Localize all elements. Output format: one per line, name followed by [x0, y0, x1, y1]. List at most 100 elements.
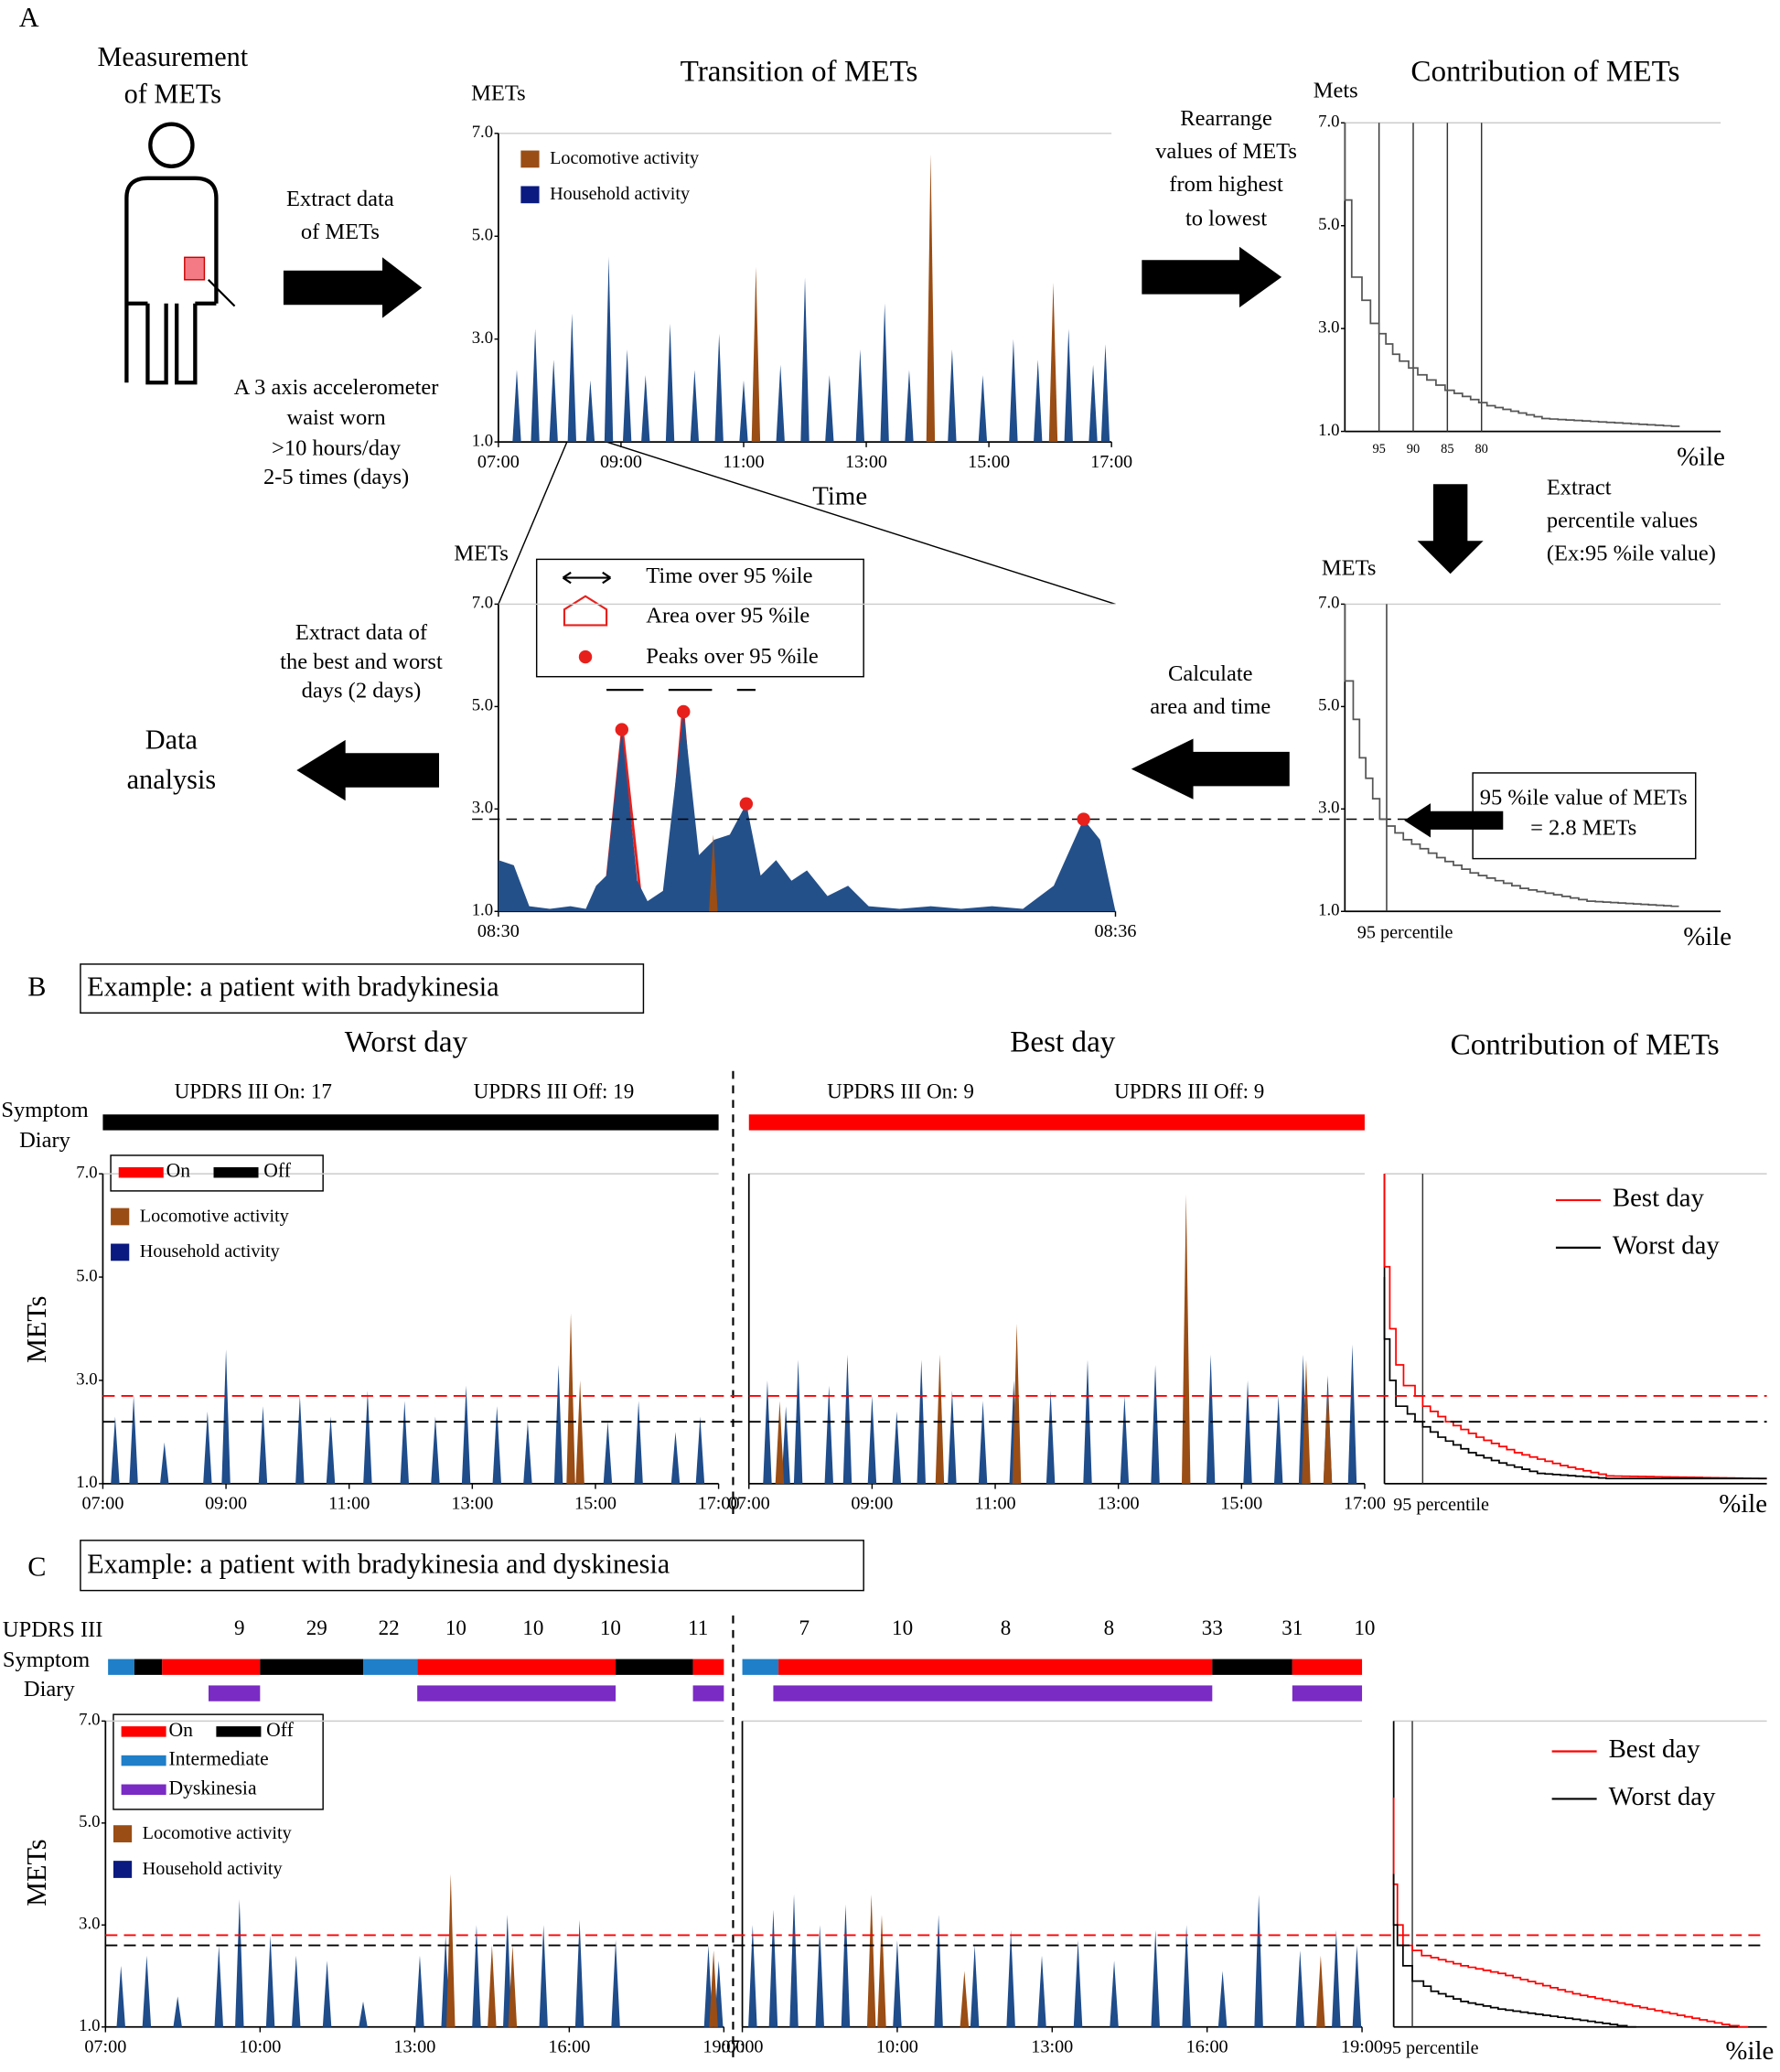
y-axis-label: METs [21, 1295, 52, 1363]
activity-spike [1037, 1955, 1046, 2027]
diary-segment [1292, 1659, 1363, 1675]
note: (Ex:95 %ile value) [1547, 542, 1716, 566]
legend-label: On [166, 1160, 191, 1182]
x-tick-label: 11:00 [328, 1494, 370, 1514]
activity-spike [603, 1422, 613, 1484]
activity-spike [970, 1945, 980, 2027]
dyskinesia-segment [417, 1685, 617, 1702]
activity-spike [1295, 1950, 1305, 2027]
y-tick-label: 3.0 [1318, 317, 1339, 337]
activity-spike [1064, 328, 1073, 443]
activity-spike [748, 1925, 757, 2027]
chart-title: Contribution of METs [1410, 55, 1679, 89]
activity-spike [948, 349, 957, 443]
note: Extract [1547, 476, 1612, 500]
note: of METs [301, 220, 380, 244]
activity-spike [824, 1385, 833, 1484]
activity-spike [503, 1915, 512, 2027]
panel-label: C [27, 1551, 46, 1583]
x-tick-label: 15:00 [968, 452, 1010, 472]
activity-spike [472, 1925, 481, 2027]
x-tick-label: 19:00 [702, 2036, 745, 2056]
legend-label: Off [266, 1719, 294, 1741]
y-tick-label: 5.0 [1318, 215, 1339, 234]
x-tick-label: 90 [1407, 442, 1420, 456]
activity-spike [512, 370, 521, 443]
x-tick-label: 13:00 [451, 1494, 493, 1514]
legend-swatch [121, 1726, 166, 1737]
note: >10 hours/day [272, 435, 402, 460]
activity-spike [880, 303, 889, 443]
activity-spike [1034, 360, 1043, 443]
activity-spike [1151, 1929, 1160, 2027]
x-tick-label: 11:00 [723, 452, 764, 472]
updrs-label: UPDRS III Off: 19 [474, 1079, 635, 1103]
diary-label: Symptom [3, 1648, 90, 1672]
diary-segment [102, 1114, 719, 1131]
diary-segment [363, 1659, 418, 1675]
updrs-label: UPDRS III On: 9 [827, 1079, 974, 1103]
peak [739, 797, 754, 811]
activity-spike [1088, 364, 1098, 443]
activity-spike [1151, 1365, 1160, 1484]
note: the best and worst [280, 650, 443, 674]
activity-spike [1120, 1395, 1130, 1484]
activity-spike [359, 2001, 368, 2027]
note: from highest [1169, 172, 1283, 197]
note: analysis [127, 764, 217, 795]
legend-swatch [113, 1825, 133, 1842]
activity-spike [611, 1940, 620, 2027]
activity-spike [1048, 282, 1058, 443]
x-tick-label: 15:00 [1220, 1494, 1262, 1514]
activity-spike [574, 1919, 584, 2027]
x-tick-label: 10:00 [876, 2036, 918, 2056]
activity-spike [695, 1416, 705, 1484]
legend-swatch [520, 150, 540, 168]
y-tick-label: 5.0 [472, 696, 493, 715]
updrs-score: 8 [1001, 1616, 1012, 1639]
note: Extract data [286, 187, 394, 211]
activity-spike [575, 1380, 584, 1484]
x-tick-label: 09:00 [851, 1494, 893, 1514]
diary-label: Diary [24, 1677, 76, 1702]
activity-spike [948, 1390, 957, 1484]
y-axis-label: METs [21, 1839, 52, 1906]
peak [615, 723, 629, 736]
activity-spike [1182, 1194, 1191, 1484]
activity-spike [129, 1395, 138, 1484]
activity-spike [877, 1915, 886, 2027]
activity-spike [1347, 1344, 1357, 1484]
activity-spike [1352, 1945, 1362, 2027]
activity-spike [641, 375, 650, 443]
activity-spike [665, 323, 675, 443]
activity-spike [776, 364, 785, 443]
activity-spike [214, 1945, 223, 2027]
legend-swatch [121, 1755, 166, 1766]
y-tick-label: 7.0 [1318, 594, 1339, 613]
activity-spike [567, 313, 577, 443]
activity-spike [1012, 1323, 1022, 1484]
legend-label: Time over 95 %ile [646, 564, 812, 588]
activity-spike [825, 375, 834, 443]
y-tick-label: 7.0 [76, 1163, 97, 1182]
activity-spike [670, 1432, 681, 1484]
note: to lowest [1185, 207, 1267, 231]
activity-spike [292, 1955, 301, 2027]
x-tick-label: 13:00 [393, 2036, 435, 2056]
y-axis-label: METs [454, 542, 509, 566]
legend-label: Household activity [143, 1859, 283, 1879]
diary-segment [616, 1659, 693, 1675]
activity-spike [935, 1354, 945, 1484]
updrs-score: 10 [600, 1616, 621, 1639]
chart-title: Contribution of METs [1451, 1027, 1720, 1061]
annotation: 95 %ile value of METs [1480, 785, 1688, 810]
activity-spike [855, 349, 865, 443]
activity-spike [1100, 344, 1110, 443]
y-tick-label: 3.0 [1318, 799, 1339, 818]
y-axis-label: METs [471, 81, 526, 106]
activity-spike [1217, 1970, 1228, 2027]
diary-segment [742, 1659, 779, 1675]
legend-label: Locomotive activity [550, 148, 699, 168]
activity-spike [523, 1422, 532, 1484]
